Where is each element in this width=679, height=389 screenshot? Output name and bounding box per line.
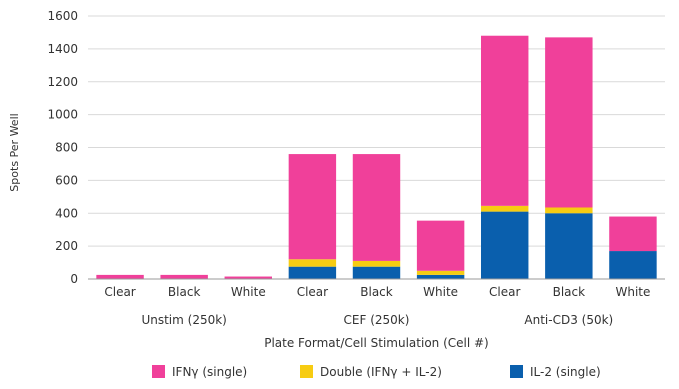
x-tick-label: White bbox=[423, 285, 458, 299]
bar-segment bbox=[481, 35, 529, 206]
gridlines bbox=[88, 15, 665, 280]
group-labels: Unstim (250k) CEF (250k) Anti-CD3 (50k) bbox=[141, 313, 613, 327]
legend-swatch bbox=[510, 365, 523, 378]
y-tick-label: 400 bbox=[55, 206, 78, 220]
bar-segment bbox=[352, 260, 401, 267]
x-tick-label: Clear bbox=[297, 285, 328, 299]
bar-segment bbox=[352, 154, 401, 261]
bar-segment bbox=[545, 37, 593, 208]
legend-label: IFNγ (single) bbox=[172, 365, 247, 379]
x-tick-label: White bbox=[615, 285, 650, 299]
bar-segment bbox=[609, 216, 657, 252]
legend: IFNγ (single) Double (IFNγ + IL-2) IL-2 (s… bbox=[152, 365, 601, 379]
bar-segment bbox=[481, 205, 529, 212]
legend-swatch bbox=[300, 365, 313, 378]
y-tick-label: 1600 bbox=[47, 9, 78, 23]
x-tick-label: Black bbox=[553, 285, 586, 299]
bar-segment bbox=[224, 276, 272, 279]
group-label: CEF (250k) bbox=[344, 313, 410, 327]
x-axis-title: Plate Format/Cell Stimulation (Cell #) bbox=[264, 336, 489, 350]
group-label: Unstim (250k) bbox=[141, 313, 226, 327]
legend-swatch bbox=[152, 365, 165, 378]
y-tick-label: 1000 bbox=[47, 108, 78, 122]
bar-segment bbox=[352, 266, 401, 279]
bars bbox=[96, 35, 657, 279]
y-tick-label: 200 bbox=[55, 239, 78, 253]
bar-segment bbox=[481, 211, 529, 279]
x-tick-label: Clear bbox=[489, 285, 520, 299]
bar-segment bbox=[609, 251, 657, 279]
bar-segment bbox=[545, 207, 593, 214]
x-tick-label: Black bbox=[360, 285, 393, 299]
x-tick-labels: Clear Black White Clear Black White Clear Black… bbox=[104, 285, 650, 299]
bar-segment bbox=[160, 274, 208, 279]
legend-label: Double (IFNγ + IL-2) bbox=[320, 365, 442, 379]
y-tick-label: 0 bbox=[70, 272, 78, 286]
bar-segment bbox=[96, 274, 144, 279]
y-tick-label: 1400 bbox=[47, 42, 78, 56]
y-tick-label: 1200 bbox=[47, 75, 78, 89]
y-axis-title: Spots Per Well bbox=[8, 113, 21, 191]
y-tick-label: 800 bbox=[55, 141, 78, 155]
legend-label: IL-2 (single) bbox=[530, 365, 601, 379]
x-tick-label: Black bbox=[168, 285, 201, 299]
group-label: Anti-CD3 (50k) bbox=[524, 313, 613, 327]
bar-segment bbox=[288, 154, 337, 260]
bar-segment bbox=[545, 213, 593, 279]
bar-segment bbox=[416, 270, 465, 275]
x-tick-label: Clear bbox=[104, 285, 135, 299]
bar-segment bbox=[288, 259, 337, 267]
x-tick-label: White bbox=[231, 285, 266, 299]
y-tick-labels: 0 200 400 600 800 1000 1200 1400 1600 bbox=[47, 9, 78, 286]
bar-segment bbox=[416, 220, 465, 271]
y-tick-label: 600 bbox=[55, 173, 78, 187]
bar-segment bbox=[288, 266, 337, 279]
bar-segment bbox=[416, 274, 465, 279]
